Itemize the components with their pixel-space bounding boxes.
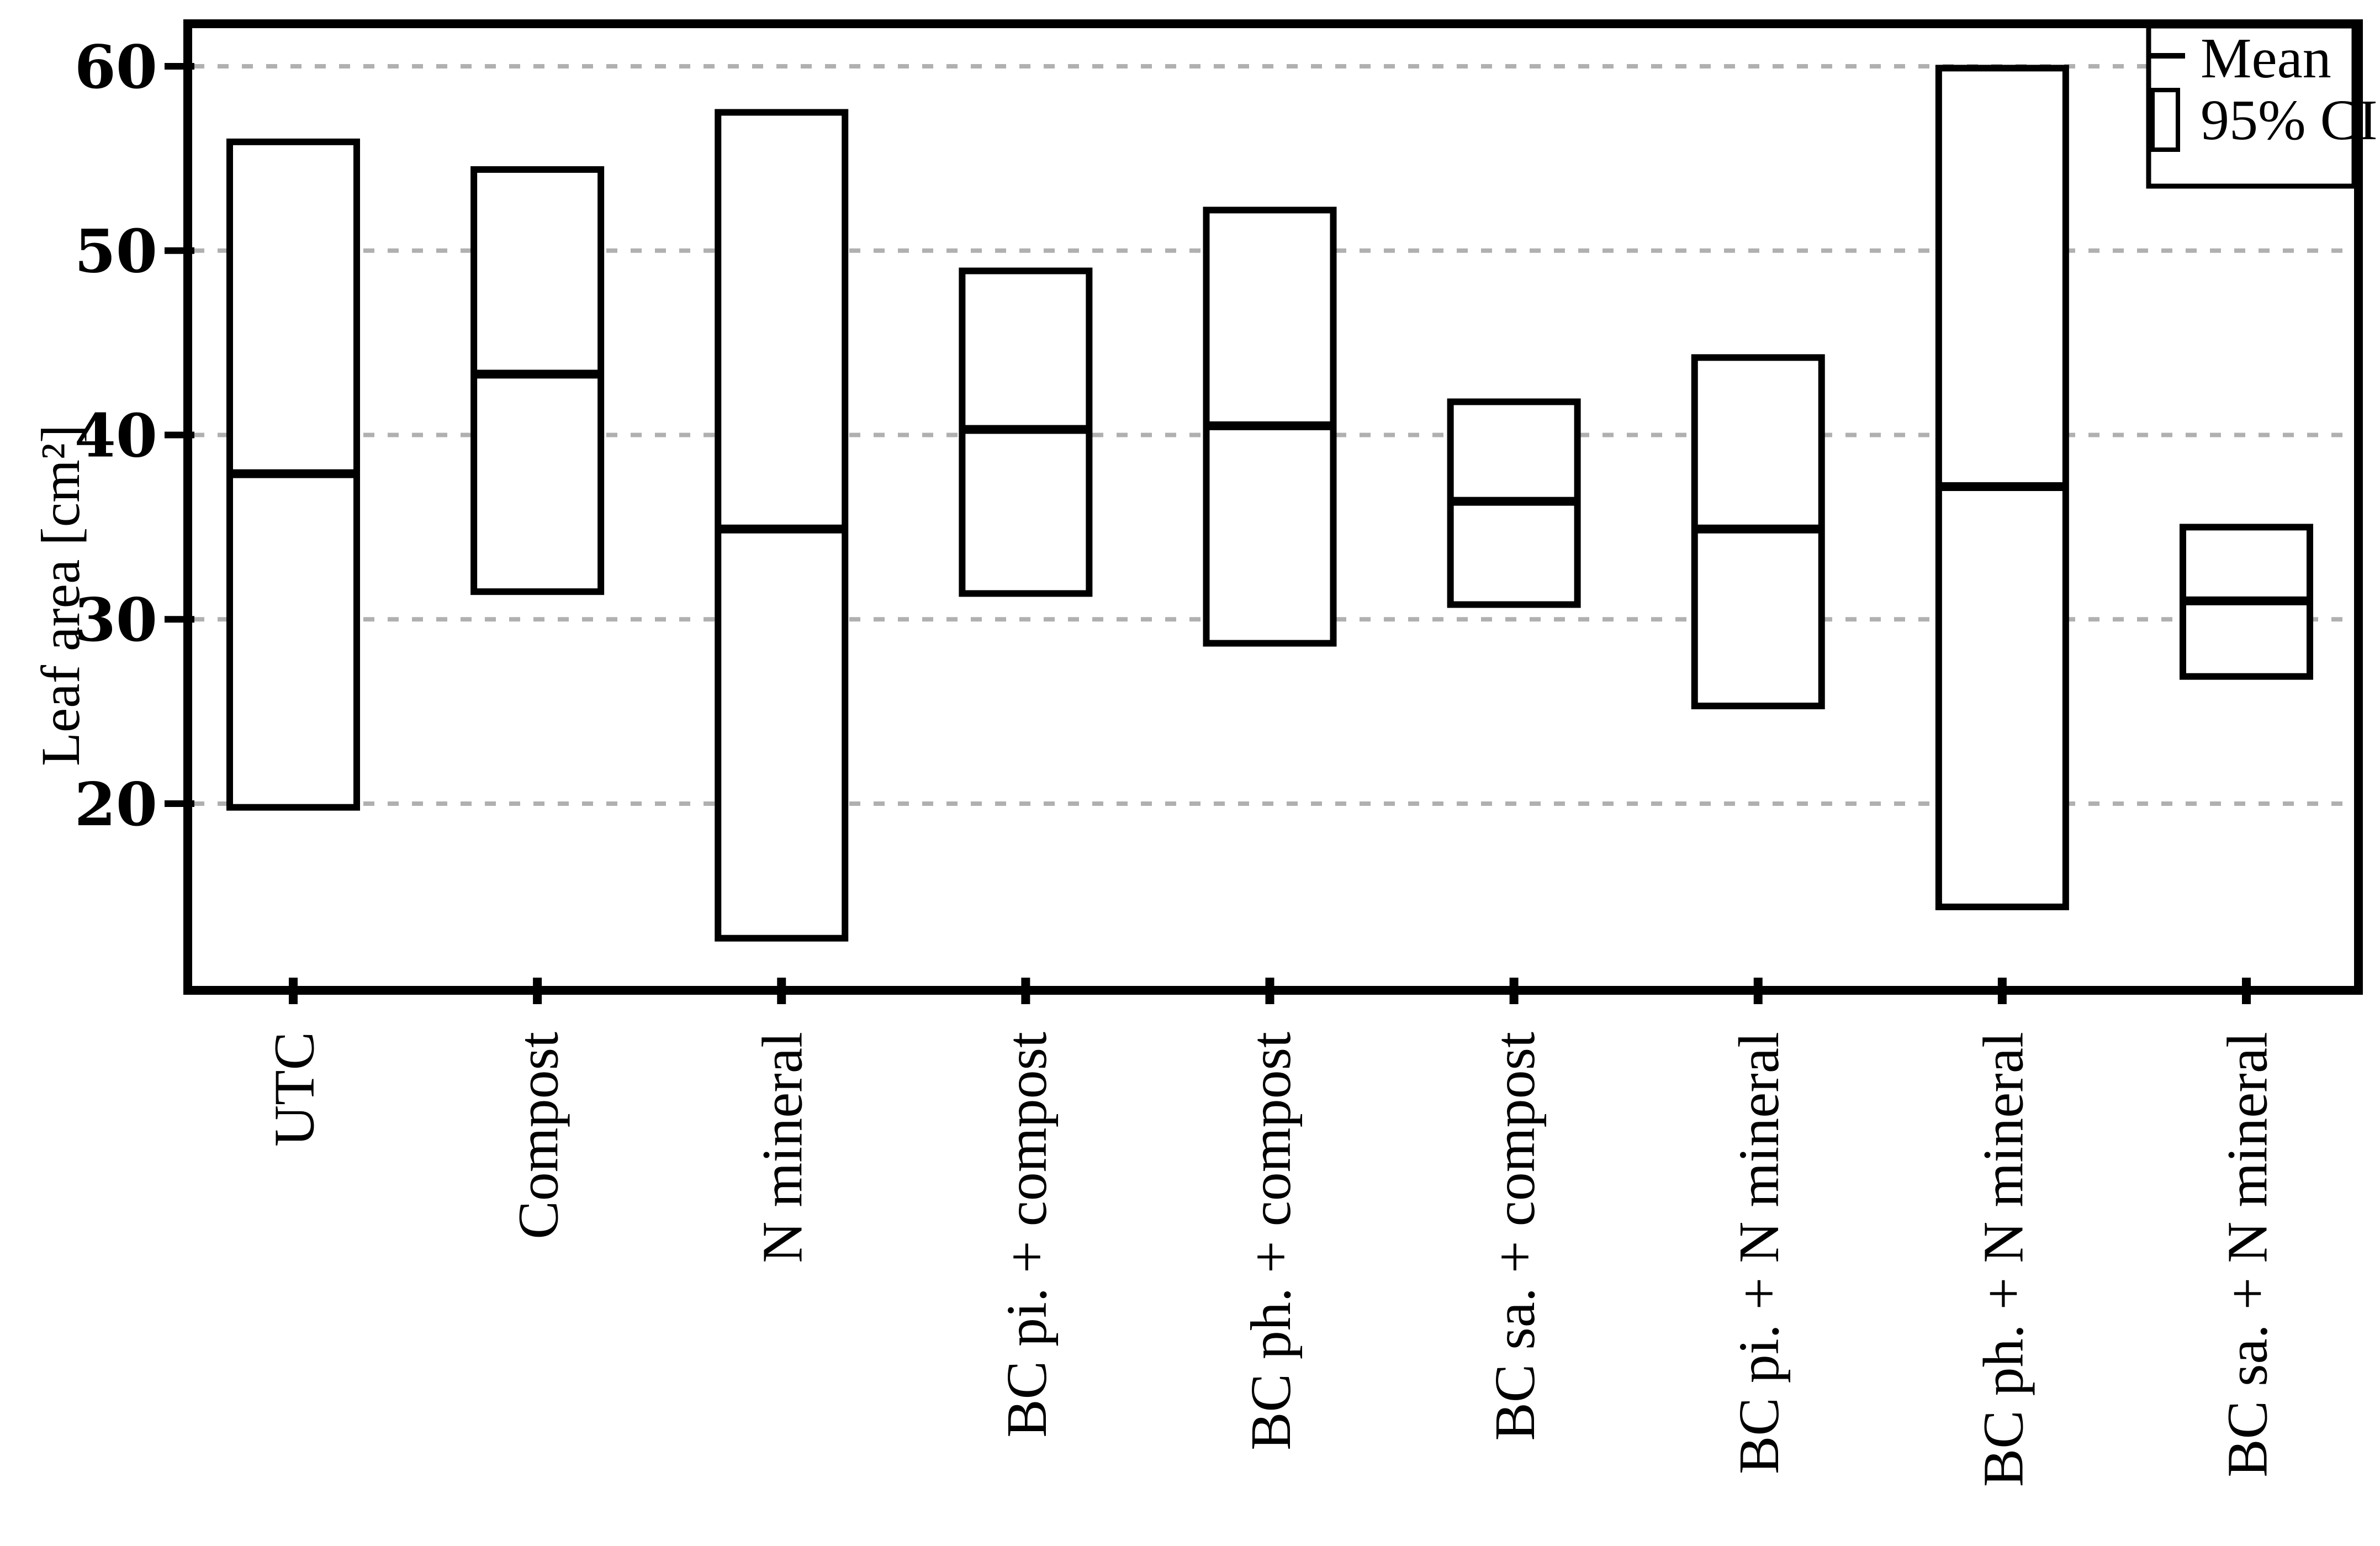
ci-box: [470, 166, 605, 595]
x-category-label: UTC: [262, 1032, 326, 1147]
legend-box: [2146, 23, 2357, 189]
x-axis-category-labels: UTC Compost N mineral BC pi. + compost BC ph…: [262, 1032, 2279, 1487]
x-category-label: BC sa. + compost: [1483, 1032, 1547, 1441]
y-tick-label: 60: [75, 33, 157, 102]
x-category-label: BC ph. + N mineral: [1971, 1032, 2035, 1487]
x-category-label: N mineral: [751, 1032, 815, 1263]
ci-boxes: [226, 65, 2313, 942]
x-category-label: BC pi. + N mineral: [1727, 1032, 1791, 1474]
y-tick-label: 20: [75, 770, 157, 840]
y-axis-tick-labels: 60 50 40 30 20: [75, 33, 157, 840]
y-tick-label: 30: [75, 585, 157, 655]
legend-ci-label: 95% CI: [2201, 88, 2378, 152]
x-category-label: BC sa. + N mineral: [2215, 1032, 2279, 1478]
x-category-label: BC ph. + compost: [1239, 1032, 1303, 1450]
legend-mean-label: Mean: [2201, 27, 2331, 90]
y-axis-title: Leaf area [cm²]: [30, 425, 91, 766]
x-category-label: BC pi. + compost: [995, 1032, 1059, 1438]
legend-ci-box-marker: [2150, 88, 2180, 152]
y-tick-label: 40: [75, 401, 157, 471]
plot-border: [183, 19, 2363, 995]
y-tick-label: 50: [75, 217, 157, 287]
legend: Mean 95% CI: [2146, 23, 2378, 189]
x-category-label: Compost: [507, 1032, 570, 1239]
